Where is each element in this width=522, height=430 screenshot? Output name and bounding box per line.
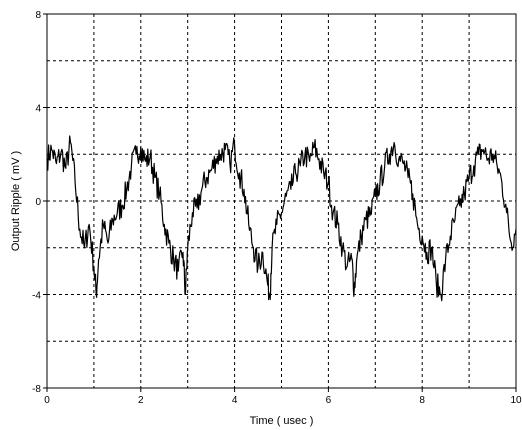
y-tick-label: -4 — [32, 291, 41, 302]
x-tick-label: 6 — [326, 395, 332, 406]
x-tick-label: 4 — [232, 395, 238, 406]
series-line — [46, 135, 517, 302]
y-tick-label: -8 — [32, 384, 41, 395]
y-tick-label: 8 — [35, 10, 41, 21]
x-axis-label: Time ( usec ) — [250, 415, 314, 427]
axis-ticks: 0 2 4 6 8 10 -8 -4 0 4 8 — [32, 10, 522, 406]
x-tick-label: 0 — [44, 395, 50, 406]
y-axis-label: Output Ripple ( mV ) — [10, 151, 22, 251]
y-tick-label: 4 — [35, 104, 41, 115]
x-tick-label: 10 — [510, 395, 522, 406]
x-tick-label: 2 — [138, 395, 144, 406]
x-tick-label: 8 — [419, 395, 425, 406]
grid — [47, 14, 516, 388]
y-tick-label: 0 — [35, 197, 41, 208]
